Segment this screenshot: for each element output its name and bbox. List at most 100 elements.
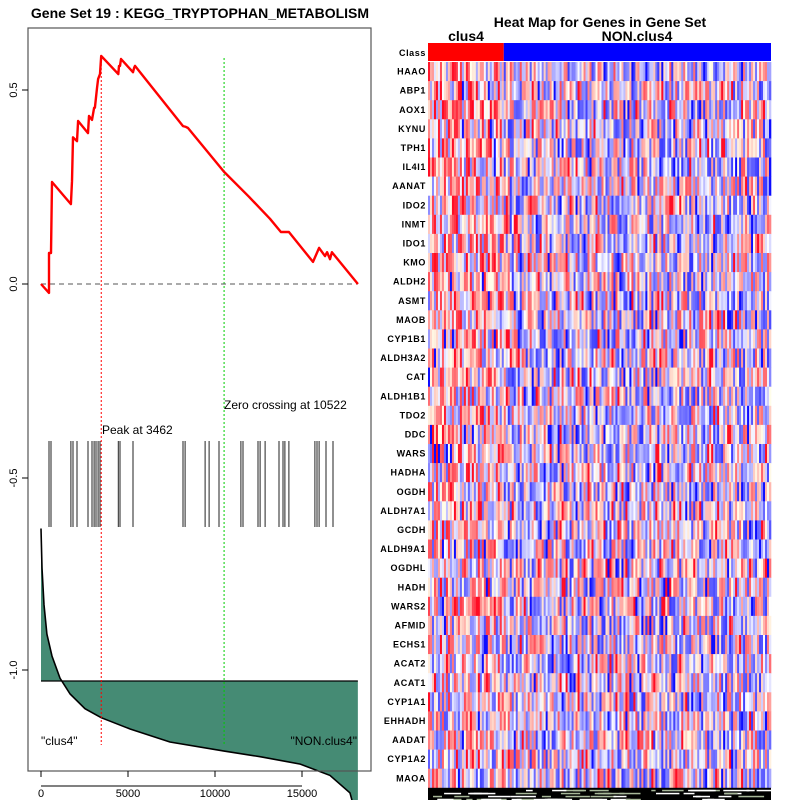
heatmap-cell	[677, 329, 680, 349]
heatmap-cell	[431, 214, 435, 235]
heatmap-cell	[525, 62, 529, 82]
heatmap-cell	[527, 310, 530, 330]
heatmap-cell	[687, 176, 690, 196]
heatmap-cell	[609, 272, 612, 292]
heatmap-cell	[669, 539, 672, 559]
heatmap-cell	[583, 577, 586, 598]
heatmap-cell	[649, 386, 652, 407]
heatmap-cell	[725, 291, 728, 311]
heatmap-cell	[709, 291, 712, 311]
heatmap-cell	[519, 253, 523, 273]
heatmap-cell	[601, 501, 604, 521]
heatmap-cell	[555, 386, 558, 407]
heatmap-cell	[593, 81, 596, 101]
heatmap-cell	[737, 138, 740, 158]
heatmap-cell	[551, 214, 554, 235]
heatmap-cell	[671, 348, 674, 368]
heatmap-cell	[619, 444, 622, 464]
heatmap-cell	[461, 558, 465, 578]
heatmap-cell	[713, 482, 716, 502]
heatmap-cell	[593, 386, 596, 407]
heatmap-cell	[437, 157, 441, 177]
group-label-clus4: clus4	[448, 28, 484, 44]
heatmap-cell	[477, 253, 481, 273]
heatmap-cell	[729, 138, 732, 158]
heatmap-cell	[769, 214, 772, 235]
heatmap-cell	[753, 138, 756, 158]
heatmap-cell	[481, 214, 485, 235]
heatmap-cell	[589, 463, 592, 483]
heatmap-cell	[621, 310, 624, 330]
heatmap-cell	[507, 348, 511, 368]
heatmap-cell	[449, 291, 453, 311]
heatmap-cell	[561, 62, 564, 82]
heatmap-cell	[511, 577, 515, 598]
heatmap-cell	[537, 233, 540, 254]
heatmap-cell	[643, 577, 646, 598]
heatmap-cell	[535, 233, 538, 254]
heatmap-cell	[725, 157, 728, 177]
heatmap-cell	[641, 81, 644, 101]
heatmap-cell	[603, 100, 606, 120]
heatmap-cell	[503, 157, 507, 177]
heatmap-cell	[447, 176, 451, 196]
heatmap-cell	[637, 367, 640, 387]
heatmap-cell	[735, 81, 738, 101]
heatmap-cell	[537, 272, 540, 292]
heatmap-cell	[577, 233, 580, 254]
heatmap-cell	[495, 444, 499, 464]
heatmap-cell	[695, 329, 698, 349]
heatmap-cell	[725, 119, 728, 139]
heatmap-cell	[759, 558, 762, 578]
heatmap-cell	[631, 558, 634, 578]
heatmap-cell	[705, 119, 708, 139]
heatmap-cell	[489, 62, 493, 82]
heatmap-cell	[649, 501, 652, 521]
heatmap-cell	[489, 424, 493, 445]
heatmap-cell	[435, 272, 439, 292]
heatmap-cell	[595, 405, 598, 426]
heatmap-cell	[735, 272, 738, 292]
heatmap-cell	[489, 482, 493, 502]
heatmap-cell	[643, 214, 646, 235]
heatmap-cell	[571, 558, 574, 578]
heatmap-cell	[517, 176, 521, 196]
heatmap-cell	[705, 463, 708, 483]
heatmap-cell	[525, 119, 529, 139]
heatmap-cell	[705, 214, 708, 235]
heatmap-cell	[451, 444, 455, 464]
heatmap-cell	[523, 272, 527, 292]
heatmap-cell	[497, 501, 501, 521]
heatmap-cell	[679, 253, 682, 273]
heatmap-cell	[601, 233, 604, 254]
heatmap-cell	[559, 348, 562, 368]
heatmap-cell	[635, 195, 638, 216]
heatmap-cell	[617, 539, 620, 559]
heatmap-cell	[489, 444, 493, 464]
heatmap-cell	[727, 558, 730, 578]
heatmap-cell	[473, 176, 477, 196]
heatmap-cell	[428, 100, 431, 120]
heatmap-cell	[757, 157, 760, 177]
heatmap-cell	[651, 520, 654, 540]
heatmap-cell	[503, 463, 507, 483]
heatmap-cell	[585, 119, 588, 139]
heatmap-cell	[579, 405, 582, 426]
heatmap-cell	[583, 558, 586, 578]
heatmap-cell	[663, 482, 666, 502]
heatmap-cell	[431, 291, 435, 311]
heatmap-cell	[679, 424, 682, 445]
heatmap-cell	[495, 348, 499, 368]
heatmap-cell	[717, 62, 720, 82]
heatmap-cell	[585, 386, 588, 407]
heatmap-cell	[463, 291, 467, 311]
heatmap-cell	[599, 329, 602, 349]
heatmap-cell	[627, 138, 630, 158]
heatmap-cell	[723, 444, 726, 464]
heatmap-cell	[515, 386, 519, 407]
heatmap-cell	[627, 195, 630, 216]
heatmap-cell	[711, 253, 714, 273]
heatmap-cell	[653, 367, 656, 387]
heatmap-cell	[671, 233, 674, 254]
heatmap-cell	[751, 424, 754, 445]
